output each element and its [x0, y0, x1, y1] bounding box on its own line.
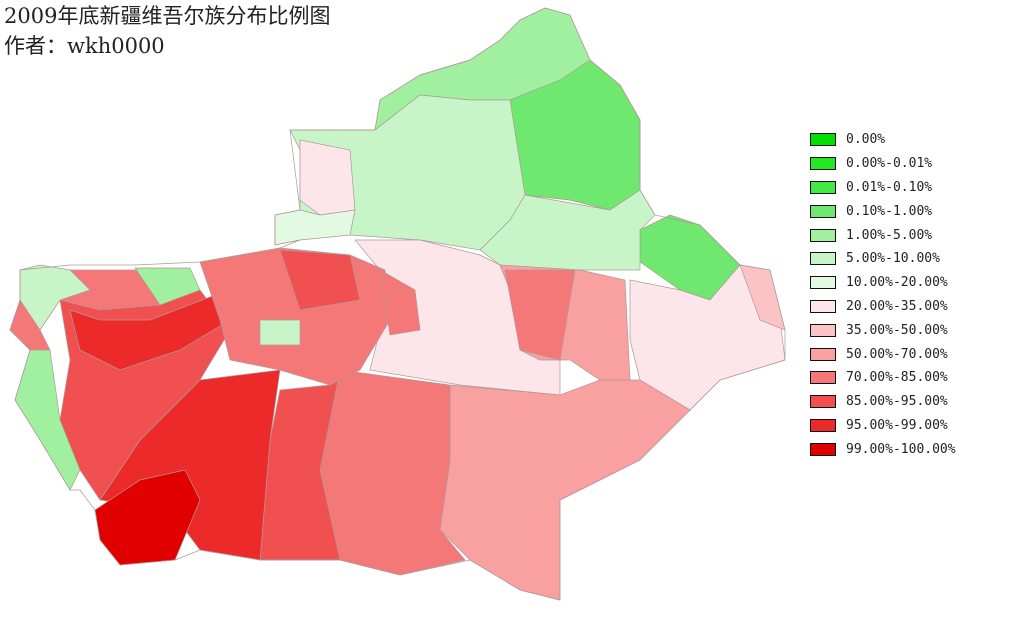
map-author: 作者：wkh0000 — [4, 34, 165, 58]
legend: 0.00% 0.00%-0.01% 0.01%-0.10% 0.10%-1.00% 1.… — [810, 128, 956, 461]
map-region — [299, 139, 356, 216]
legend-item: 0.00%-0.01% — [810, 152, 956, 176]
map-region — [439, 379, 691, 601]
legend-item: 0.01%-0.10% — [810, 176, 956, 200]
legend-label: 10.00%-20.00% — [846, 275, 948, 291]
legend-swatch — [810, 252, 836, 266]
legend-label: 99.00%-100.00% — [846, 441, 956, 457]
legend-item: 20.00%-35.00% — [810, 295, 956, 319]
legend-swatch — [810, 228, 836, 242]
map-region — [319, 369, 466, 576]
legend-label: 0.10%-1.00% — [846, 203, 933, 219]
legend-item: 99.00%-100.00% — [810, 437, 956, 461]
legend-item: 35.00%-50.00% — [810, 318, 956, 342]
map-region — [19, 264, 91, 331]
legend-label: 85.00%-95.00% — [846, 394, 948, 410]
legend-label: 35.00%-50.00% — [846, 322, 948, 338]
legend-item: 0.10%-1.00% — [810, 199, 956, 223]
map-region — [504, 269, 576, 361]
legend-label: 70.00%-85.00% — [846, 370, 948, 386]
legend-swatch — [810, 133, 836, 147]
map-title: 2009年底新疆维吾尔族分布比例图 — [4, 4, 331, 28]
legend-item: 5.00%-10.00% — [810, 247, 956, 271]
legend-label: 0.00% — [846, 132, 886, 148]
legend-swatch — [810, 418, 836, 432]
legend-label: 95.00%-99.00% — [846, 417, 948, 433]
map-region — [259, 319, 301, 346]
legend-label: 5.00%-10.00% — [846, 251, 940, 267]
legend-swatch — [810, 371, 836, 385]
legend-swatch — [810, 347, 836, 361]
legend-item: 10.00%-20.00% — [810, 271, 956, 295]
legend-swatch — [810, 442, 836, 456]
legend-item: 50.00%-70.00% — [810, 342, 956, 366]
map-outline — [9, 7, 786, 601]
legend-item: 85.00%-95.00% — [810, 390, 956, 414]
legend-item: 70.00%-85.00% — [810, 366, 956, 390]
legend-item: 1.00%-5.00% — [810, 223, 956, 247]
legend-swatch — [810, 299, 836, 313]
legend-label: 0.00%-0.01% — [846, 156, 933, 172]
map-region — [379, 269, 421, 336]
legend-label: 50.00%-70.00% — [846, 346, 948, 362]
legend-label: 0.01%-0.10% — [846, 179, 933, 195]
legend-item: 0.00% — [810, 128, 956, 152]
legend-swatch — [810, 276, 836, 290]
map-region — [479, 189, 656, 271]
legend-swatch — [810, 157, 836, 171]
map-region — [134, 267, 201, 306]
legend-label: 1.00%-5.00% — [846, 227, 933, 243]
legend-swatch — [810, 395, 836, 409]
legend-swatch — [810, 204, 836, 218]
legend-swatch — [810, 180, 836, 194]
map-region — [279, 249, 361, 311]
map-region — [274, 209, 356, 246]
legend-swatch — [810, 323, 836, 337]
legend-label: 20.00%-35.00% — [846, 298, 948, 314]
legend-item: 95.00%-99.00% — [810, 414, 956, 438]
